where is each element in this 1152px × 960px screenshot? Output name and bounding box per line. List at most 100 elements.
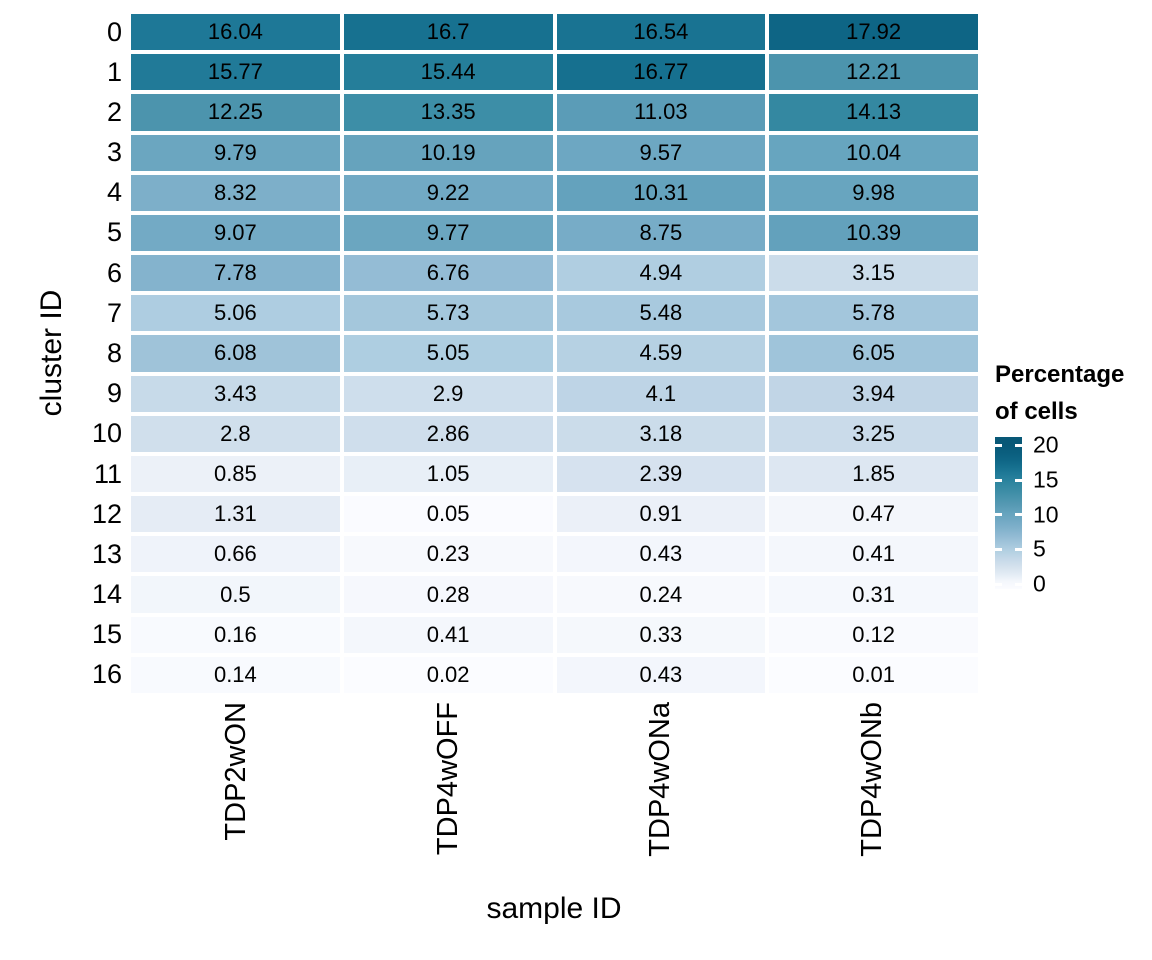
legend-tick-label: 15 <box>1033 466 1059 493</box>
heatmap-cell: 6.05 <box>769 335 978 372</box>
heatmap-cell: 0.28 <box>343 576 553 613</box>
heatmap-cell: 3.18 <box>556 415 766 452</box>
x-tick-label-slot: TDP4wOFF <box>343 702 555 887</box>
heatmap-cell: 7.78 <box>131 255 340 292</box>
y-tick-label: 0 <box>106 16 122 47</box>
legend-tick-mark <box>995 443 1002 447</box>
heatmap-cell: 3.25 <box>769 415 978 452</box>
y-tick-label: 8 <box>106 337 122 368</box>
heatmap-cell: 3.15 <box>769 255 978 292</box>
heatmap-cell: 2.39 <box>556 455 766 493</box>
heatmap-cell: 0.91 <box>556 496 766 533</box>
heatmap-cell: 13.35 <box>343 94 553 131</box>
legend-tick-label: 20 <box>1033 431 1059 458</box>
legend-tick-label: 5 <box>1033 535 1046 562</box>
heatmap-cell: 3.94 <box>769 375 978 412</box>
y-tick-label: 12 <box>91 498 122 529</box>
heatmap-cell: 12.21 <box>769 54 978 91</box>
legend-tick-mark <box>995 547 1002 551</box>
y-tick-label: 7 <box>106 297 122 328</box>
heatmap-cell: 10.04 <box>769 134 978 171</box>
heatmap-cell: 1.05 <box>343 455 553 493</box>
y-tick-label: 1 <box>106 56 122 87</box>
heatmap-cell: 10.19 <box>343 134 553 171</box>
heatmap-cell: 4.1 <box>556 375 766 412</box>
x-tick-label-slot: TDP4wONb <box>766 702 978 887</box>
legend-tick-label: 10 <box>1033 501 1059 528</box>
legend-tick-mark <box>1015 478 1022 482</box>
y-tick-label: 16 <box>91 659 122 690</box>
heatmap-cell: 0.23 <box>343 536 553 573</box>
heatmap-cell: 5.05 <box>343 335 553 372</box>
y-tick-label: 14 <box>91 579 122 610</box>
y-tick-label: 10 <box>91 418 122 449</box>
heatmap-cell: 0.41 <box>343 616 553 653</box>
y-tick-label: 11 <box>93 458 122 489</box>
y-tick-label: 6 <box>106 257 122 288</box>
heatmap-cell: 5.78 <box>769 295 978 332</box>
y-tick-label: 4 <box>106 177 122 208</box>
heatmap-cell: 0.5 <box>131 576 340 613</box>
heatmap-cell: 2.86 <box>343 415 553 452</box>
y-tick-label: 9 <box>106 378 122 409</box>
heatmap-cell: 8.32 <box>131 174 340 211</box>
heatmap-cell: 16.54 <box>556 14 766 51</box>
heatmap-cell: 5.73 <box>343 295 553 332</box>
heatmap-cell: 0.47 <box>769 496 978 533</box>
heatmap-cell: 5.06 <box>131 295 340 332</box>
heatmap-cell: 0.43 <box>556 656 766 693</box>
heatmap-cell: 9.22 <box>343 174 553 211</box>
heatmap-cell: 5.48 <box>556 295 766 332</box>
heatmap-cell: 0.14 <box>131 656 340 693</box>
legend-tick-mark <box>1015 582 1022 586</box>
heatmap-cell: 9.79 <box>131 134 340 171</box>
y-tick-label: 3 <box>106 137 122 168</box>
heatmap-cell: 9.57 <box>556 134 766 171</box>
legend-tick-mark <box>995 513 1002 517</box>
heatmap-cell: 0.31 <box>769 576 978 613</box>
y-tick-label: 5 <box>106 217 122 248</box>
legend-tick-mark <box>1015 443 1022 447</box>
y-tick-label: 13 <box>91 538 122 569</box>
heatmap-cell: 0.85 <box>131 455 340 493</box>
heatmap-cell: 0.43 <box>556 536 766 573</box>
legend-tick-mark <box>1015 513 1022 517</box>
heatmap-cell: 17.92 <box>769 14 978 51</box>
legend: Percentage of cells 20 15 10 5 0 <box>995 361 1152 595</box>
heatmap-cell: 6.08 <box>131 335 340 372</box>
heatmap-cell: 0.66 <box>131 536 340 573</box>
x-axis-title: sample ID <box>486 892 622 925</box>
x-tick-label: TDP4wOFF <box>432 702 465 856</box>
heatmap-cell: 3.43 <box>131 375 340 412</box>
heatmap-cell: 0.02 <box>343 656 553 693</box>
heatmap-cell: 2.8 <box>131 415 340 452</box>
heatmap-cell: 0.33 <box>556 616 766 653</box>
legend-tick-mark <box>1015 547 1022 551</box>
x-tick-label-slot: TDP2wON <box>131 702 343 887</box>
heatmap-cell: 10.31 <box>556 174 766 211</box>
legend-title-line1: Percentage <box>995 361 1125 388</box>
heatmap-cell: 2.9 <box>343 375 553 412</box>
heatmap-cell: 6.76 <box>343 255 553 292</box>
heatmap-cell: 16.77 <box>556 54 766 91</box>
heatmap-cell: 1.31 <box>131 496 340 533</box>
heatmap-cell: 4.94 <box>556 255 766 292</box>
legend-colorbar: 20 15 10 5 0 <box>995 433 1059 595</box>
heatmap-cell: 0.05 <box>343 496 553 533</box>
heatmap-cell: 12.25 <box>131 94 340 131</box>
heatmap-cell: 16.04 <box>131 14 340 51</box>
heatmap-cell: 4.59 <box>556 335 766 372</box>
heatmap-cell: 9.77 <box>343 214 553 252</box>
x-tick-label: TDP2wON <box>220 702 253 841</box>
heatmap-cell: 11.03 <box>556 94 766 131</box>
y-tick-label: 15 <box>91 619 122 650</box>
legend-title-line2: of cells <box>995 398 1078 425</box>
heatmap-cell: 0.24 <box>556 576 766 613</box>
heatmap-cell: 0.41 <box>769 536 978 573</box>
y-axis-tick-labels: 0 1 2 3 4 5 6 7 8 9 10 11 12 13 14 15 16 <box>0 14 122 693</box>
heatmap-cell: 15.44 <box>343 54 553 91</box>
x-axis-tick-labels: TDP2wON TDP4wOFF TDP4wONa TDP4wONb <box>131 702 978 887</box>
heatmap-cell: 1.85 <box>769 455 978 493</box>
heatmap-cell: 0.16 <box>131 616 340 653</box>
